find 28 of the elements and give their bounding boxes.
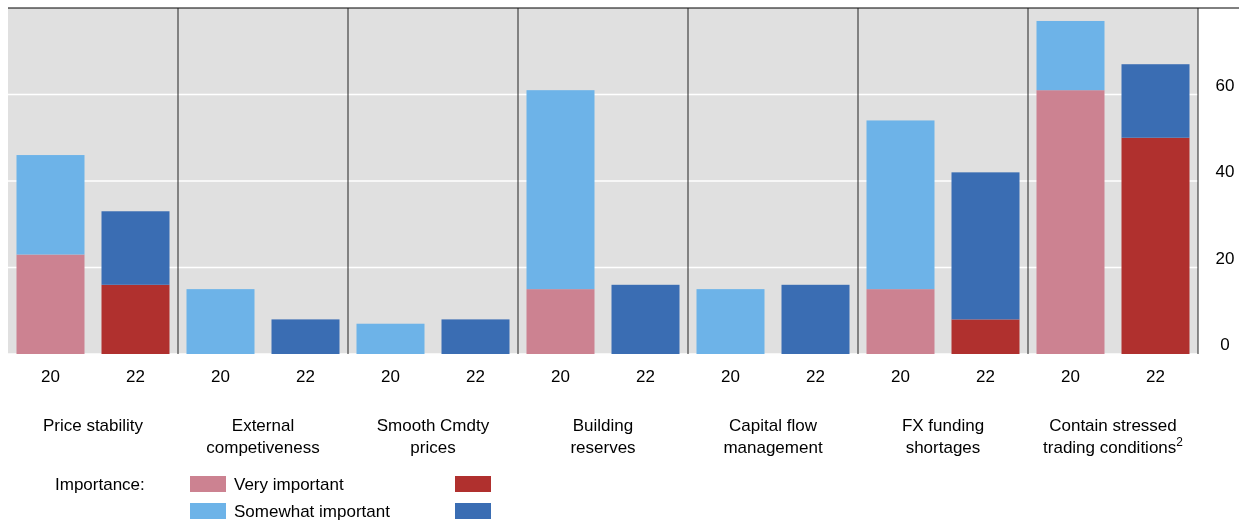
x-tick-label: 20 bbox=[1061, 367, 1080, 386]
y-tick-label: 0 bbox=[1220, 335, 1230, 355]
text: FX funding shortages bbox=[901, 416, 985, 457]
legend-label: Very important bbox=[234, 475, 344, 494]
x-tick-label: 20 bbox=[41, 367, 60, 386]
x-tick-label: 22 bbox=[806, 367, 825, 386]
y-tick-label: 40 bbox=[1215, 162, 1235, 182]
x-tick-label: 20 bbox=[551, 367, 570, 386]
x-tick-label: 22 bbox=[466, 367, 485, 386]
text: Building reserves bbox=[570, 416, 636, 457]
legend-label: Somewhat important bbox=[234, 502, 391, 521]
x-tick-label: 22 bbox=[636, 367, 655, 386]
x-tick-label: 22 bbox=[1146, 367, 1165, 386]
text: Contain stressed trading conditions$^{2}$ bbox=[1043, 416, 1184, 457]
text: Price stability bbox=[42, 416, 144, 435]
y-tick-label: 60 bbox=[1215, 75, 1235, 95]
text: Smooth Cmdty prices bbox=[376, 416, 490, 457]
x-tick-label: 20 bbox=[381, 367, 400, 386]
x-tick-label: 20 bbox=[211, 367, 230, 386]
x-tick-label: 22 bbox=[976, 367, 995, 386]
x-tick-label: 20 bbox=[721, 367, 740, 386]
x-tick-label: 22 bbox=[126, 367, 145, 386]
legend-title: Importance: bbox=[55, 475, 145, 494]
x-tick-label: 22 bbox=[296, 367, 315, 386]
text: External competiveness bbox=[206, 416, 320, 457]
y-tick-label: 20 bbox=[1215, 248, 1235, 268]
x-tick-label: 20 bbox=[891, 367, 910, 386]
text: Capital flow management bbox=[723, 416, 823, 457]
